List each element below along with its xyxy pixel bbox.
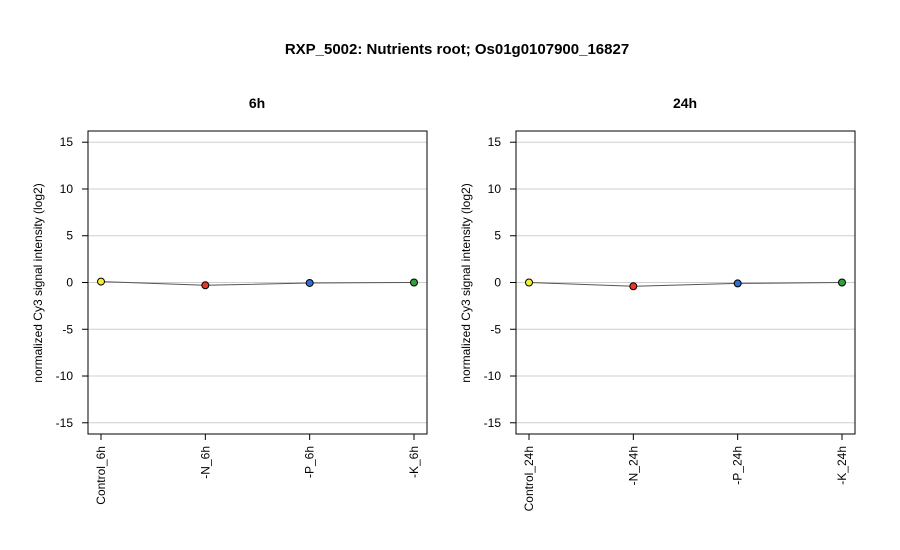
y-tick-label-6h-10: 10 xyxy=(60,182,74,196)
y-tick-label-24h-0: 0 xyxy=(494,276,501,290)
panel-title-24h: 24h xyxy=(673,95,697,111)
y-axis-24h: -15 -10 -5 0 5 10 15 xyxy=(484,135,516,430)
data-point--P_24h xyxy=(733,279,742,288)
data-point--N_24h xyxy=(629,282,638,291)
data-point--K_24h xyxy=(838,278,846,287)
x-axis-6h: Control_6h -N_6h -P_6h -K_6h xyxy=(94,434,421,505)
y-tick-label-24h--5: -5 xyxy=(490,322,501,336)
y-tick-label-6h-5: 5 xyxy=(66,229,73,243)
y-tick-label-6h--5: -5 xyxy=(62,322,73,336)
data-point-Control_6h xyxy=(97,277,105,286)
x-axis-24h: Control_24h -N_24h -P_24h -K_24h xyxy=(522,434,849,511)
y-axis-label-24h: normalized Cy3 signal intensity (log2) xyxy=(459,183,473,382)
x-tick-label-6h-3: -K_6h xyxy=(407,446,421,478)
figure-title: RXP_5002: Nutrients root; Os01g0107900_1… xyxy=(285,41,629,58)
x-tick-label-6h-0: Control_6h xyxy=(94,446,108,505)
panel-6h: 6h normalized Cy3 signal intensity (log2… xyxy=(31,95,428,505)
series-6h xyxy=(97,277,418,290)
gridlines-6h xyxy=(88,141,427,424)
y-tick-label-24h-15: 15 xyxy=(488,135,502,149)
data-point--K_6h xyxy=(410,278,418,287)
y-tick-label-6h--15: -15 xyxy=(56,416,74,430)
x-tick-label-24h-0: Control_24h xyxy=(522,446,536,511)
x-tick-label-24h-2: -P_24h xyxy=(731,446,745,485)
panel-title-6h: 6h xyxy=(249,95,265,111)
y-axis-6h: -15 -10 -5 0 5 10 15 xyxy=(56,135,88,430)
series-24h xyxy=(525,278,846,291)
series-line-24h xyxy=(528,282,843,287)
series-line-6h xyxy=(100,281,415,286)
x-tick-label-24h-3: -K_24h xyxy=(835,446,849,485)
data-point--P_6h xyxy=(305,278,314,287)
y-tick-label-6h-0: 0 xyxy=(66,276,73,290)
y-tick-label-6h-15: 15 xyxy=(60,135,74,149)
y-tick-label-24h-10: 10 xyxy=(488,182,502,196)
panel-24h: 24h normalized Cy3 signal intensity (log… xyxy=(459,95,856,511)
y-tick-label-24h--10: -10 xyxy=(484,369,502,383)
y-tick-label-24h-5: 5 xyxy=(494,229,501,243)
x-tick-label-24h-1: -N_24h xyxy=(626,446,640,485)
x-tick-label-6h-2: -P_6h xyxy=(303,446,317,478)
y-tick-label-6h--10: -10 xyxy=(56,369,74,383)
data-point-Control_24h xyxy=(525,278,533,287)
y-axis-label-6h: normalized Cy3 signal intensity (log2) xyxy=(31,183,45,382)
y-tick-label-24h--15: -15 xyxy=(484,416,502,430)
data-point--N_6h xyxy=(201,281,210,290)
x-tick-label-6h-1: -N_6h xyxy=(198,446,212,479)
